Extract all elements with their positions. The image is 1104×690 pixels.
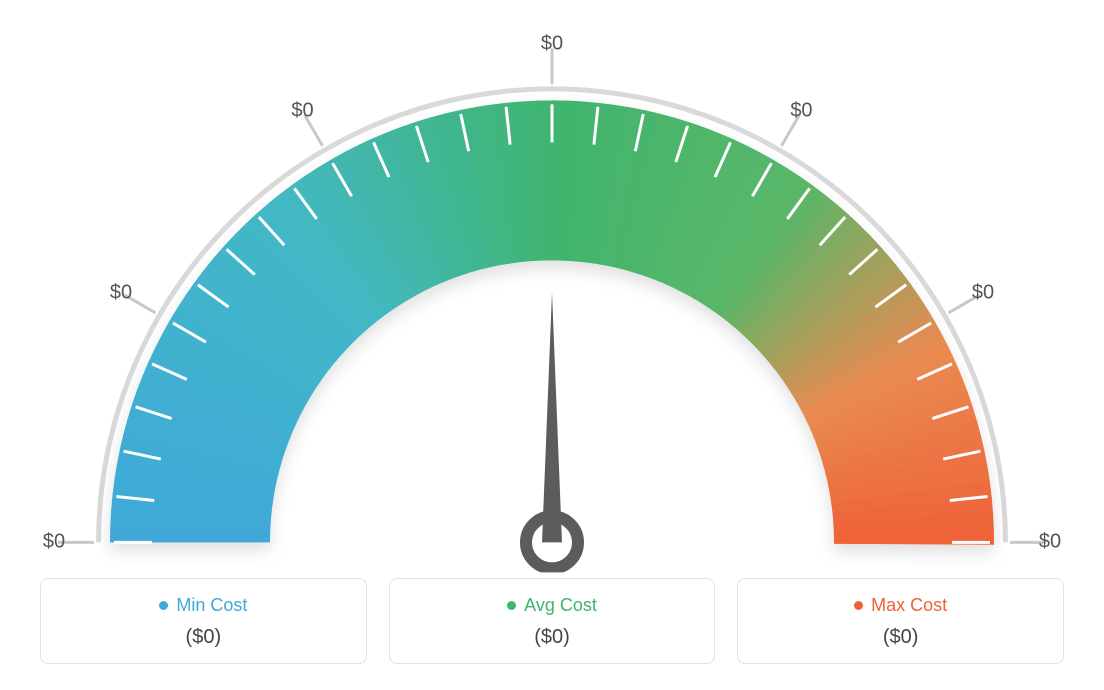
gauge-tick-label: $0: [972, 281, 994, 304]
gauge-container: $0$0$0$0$0$0$0: [0, 0, 1104, 540]
legend-dot-icon: [507, 601, 516, 610]
gauge-tick-label: $0: [1039, 531, 1061, 554]
legend-value: ($0): [402, 626, 703, 649]
legend-value: ($0): [53, 626, 354, 649]
legend-dot-icon: [159, 601, 168, 610]
legend-label: Max Cost: [871, 595, 947, 616]
legend-card-max: Max Cost ($0): [737, 578, 1064, 664]
legend-label-row: Max Cost: [750, 595, 1051, 616]
legend-dot-icon: [854, 601, 863, 610]
legend-card-avg: Avg Cost ($0): [389, 578, 716, 664]
gauge-tick-label: $0: [790, 100, 812, 123]
legend-card-min: Min Cost ($0): [40, 578, 367, 664]
gauge-tick-label: $0: [43, 531, 65, 554]
gauge-tick-label: $0: [110, 281, 132, 304]
legend-label-row: Min Cost: [53, 595, 354, 616]
legend-label: Min Cost: [176, 595, 247, 616]
legend-value: ($0): [750, 626, 1051, 649]
legend-label-row: Avg Cost: [402, 595, 703, 616]
gauge-svg: [22, 32, 1082, 572]
legend-label: Avg Cost: [524, 595, 597, 616]
legend-row: Min Cost ($0) Avg Cost ($0) Max Cost ($0…: [40, 578, 1064, 664]
gauge-tick-label: $0: [541, 33, 563, 56]
gauge-tick-label: $0: [291, 100, 313, 123]
